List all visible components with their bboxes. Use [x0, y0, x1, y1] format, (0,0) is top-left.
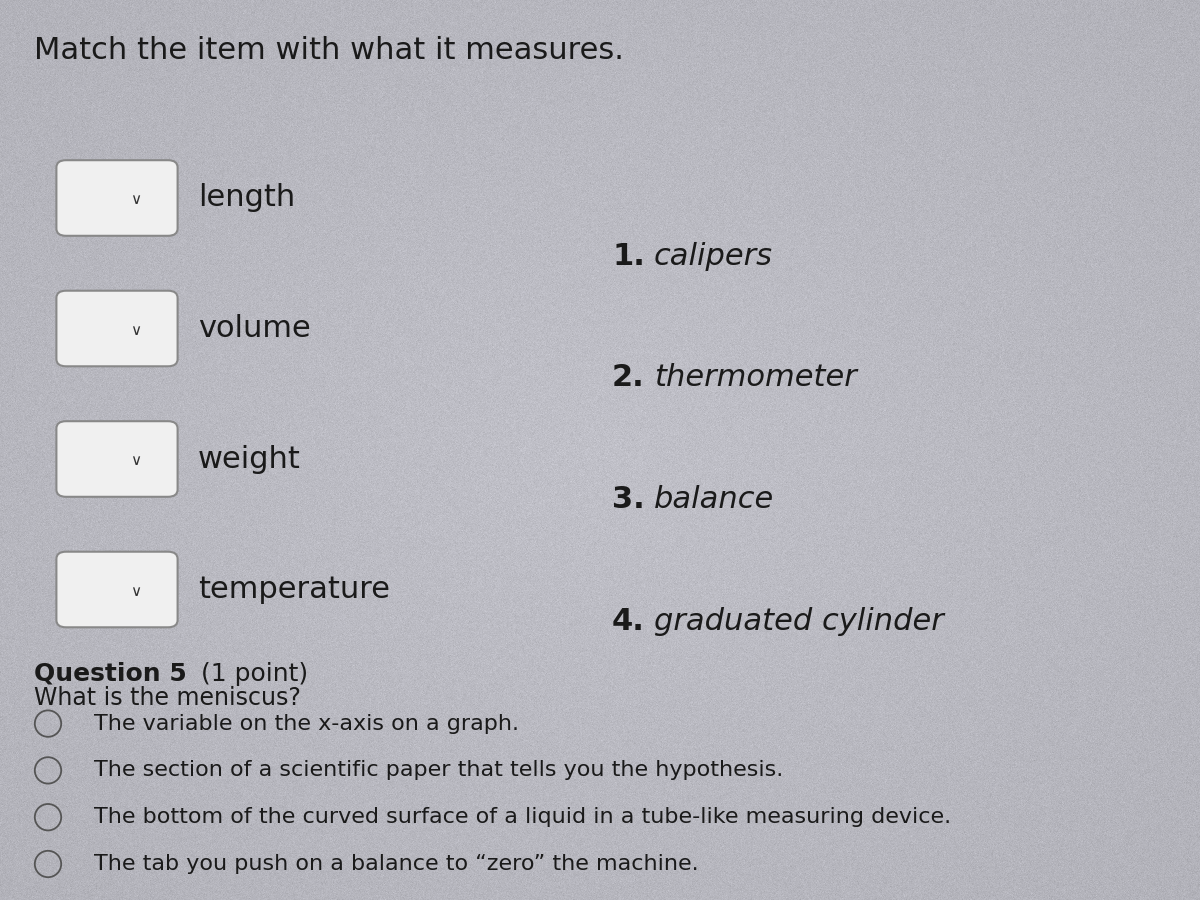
Text: 1.: 1. — [612, 242, 644, 271]
Text: The section of a scientific paper that tells you the hypothesis.: The section of a scientific paper that t… — [94, 760, 782, 780]
Text: ∨: ∨ — [130, 193, 140, 207]
Text: ∨: ∨ — [130, 584, 140, 598]
Text: 2.: 2. — [612, 364, 644, 392]
Text: thermometer: thermometer — [654, 364, 857, 392]
Text: (1 point): (1 point) — [193, 662, 308, 686]
Text: 4.: 4. — [612, 607, 644, 635]
Text: temperature: temperature — [198, 575, 390, 604]
Text: ∨: ∨ — [130, 454, 140, 468]
Text: 3.: 3. — [612, 485, 644, 514]
FancyBboxPatch shape — [56, 291, 178, 366]
Text: length: length — [198, 184, 295, 212]
Text: What is the meniscus?: What is the meniscus? — [34, 686, 300, 710]
FancyBboxPatch shape — [56, 552, 178, 627]
Text: The variable on the x-axis on a graph.: The variable on the x-axis on a graph. — [94, 714, 518, 734]
FancyBboxPatch shape — [56, 421, 178, 497]
Text: ∨: ∨ — [130, 323, 140, 338]
Text: volume: volume — [198, 314, 311, 343]
Text: weight: weight — [198, 445, 301, 473]
Text: calipers: calipers — [654, 242, 773, 271]
Text: Match the item with what it measures.: Match the item with what it measures. — [34, 36, 624, 65]
Text: The tab you push on a balance to “zero” the machine.: The tab you push on a balance to “zero” … — [94, 854, 698, 874]
FancyBboxPatch shape — [56, 160, 178, 236]
Text: graduated cylinder: graduated cylinder — [654, 607, 943, 635]
Text: The bottom of the curved surface of a liquid in a tube-like measuring device.: The bottom of the curved surface of a li… — [94, 807, 950, 827]
Text: balance: balance — [654, 485, 774, 514]
Text: Question 5: Question 5 — [34, 662, 186, 686]
